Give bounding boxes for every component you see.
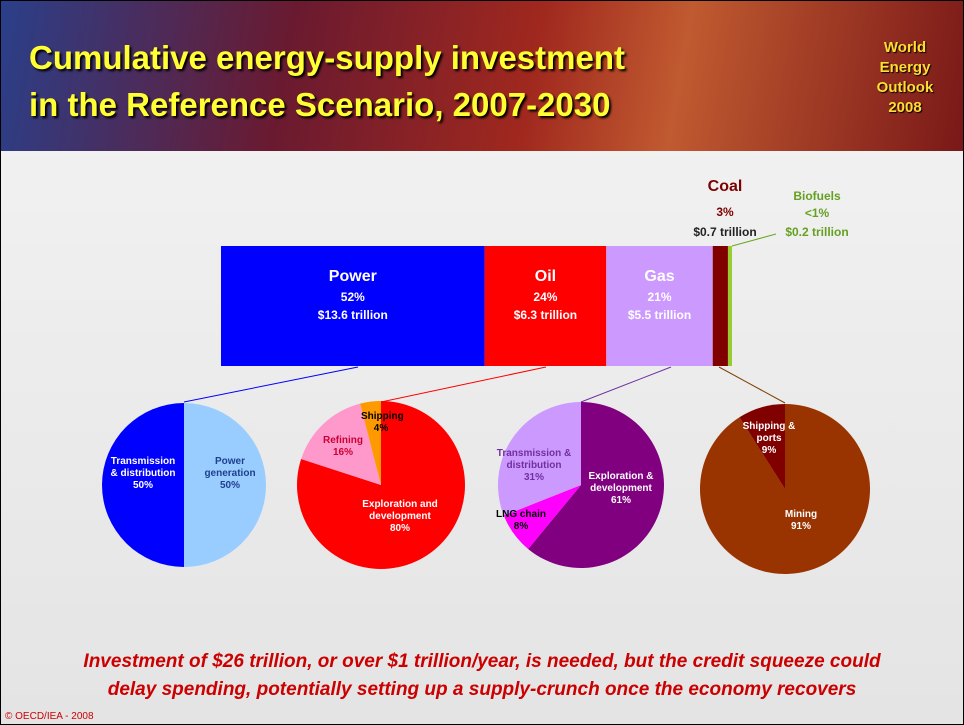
- connector: [380, 366, 547, 403]
- title: in the Reference Scenario, 2007-2030: [29, 86, 611, 123]
- slice-name: Exploration & development: [588, 471, 654, 494]
- slice-label: Shipping 4%: [361, 411, 404, 435]
- slice-value: 8%: [513, 521, 529, 532]
- slice-label: Mining 91%: [771, 509, 831, 533]
- amount-label: $0.2 trillion: [785, 225, 848, 239]
- pie-slice: [528, 402, 665, 568]
- amount-label: $13.6 trillion: [318, 308, 388, 322]
- slice-value: 50%: [132, 480, 153, 491]
- connector: [718, 366, 786, 404]
- pie-slice: [102, 403, 184, 567]
- slice-label: Transmission & distribution 50%: [108, 456, 178, 492]
- logo: World: [883, 39, 927, 56]
- bar-segment: [606, 246, 713, 366]
- slice-value: 31%: [523, 472, 544, 483]
- pie-slice: [184, 403, 266, 567]
- logo: Outlook: [876, 79, 934, 96]
- header: Cumulative energy-supply investment in t…: [1, 1, 963, 151]
- bar-segment: [221, 246, 485, 366]
- slice-value: 16%: [332, 447, 353, 458]
- connector: [731, 233, 777, 247]
- copyright: © OECD/IEA - 2008: [5, 711, 94, 722]
- slice-value: 91%: [790, 521, 811, 532]
- segment-name: Power: [329, 268, 377, 285]
- slice-name: Transmission & distribution: [110, 456, 176, 479]
- slice-name: Refining: [323, 435, 363, 446]
- pie-slice: [360, 401, 381, 485]
- segment-name: Biofuels: [793, 189, 841, 203]
- pie-slice: [503, 485, 581, 549]
- message: Investment of $26 trillion, or over $1 t…: [83, 651, 881, 672]
- slice-name: Exploration and development: [362, 499, 438, 522]
- pie-slice: [739, 404, 785, 489]
- connector: [580, 366, 672, 403]
- slice-value: 9%: [761, 445, 777, 456]
- value-label: 21%: [647, 290, 671, 304]
- slice-value: 4%: [373, 423, 389, 434]
- bar-segment: [484, 246, 607, 366]
- value-label: 52%: [341, 290, 365, 304]
- slice-name: LNG chain: [495, 509, 546, 520]
- slice-label: Transmission & distribution 31%: [494, 448, 574, 484]
- message: delay spending, potentially setting up a…: [107, 679, 857, 700]
- slice-label: LNG chain 8%: [491, 509, 551, 533]
- slice-label: Exploration and development 80%: [345, 499, 455, 535]
- logo: 2008: [888, 99, 922, 116]
- amount-label: $6.3 trillion: [514, 308, 577, 322]
- slice-name: Shipping & ports: [742, 421, 796, 444]
- value-label: 24%: [533, 290, 557, 304]
- logo: Energy: [879, 59, 931, 76]
- bar-segment: [727, 246, 732, 366]
- slice-label: Power generation 50%: [195, 456, 265, 492]
- slice-label: Exploration & development 61%: [581, 471, 661, 507]
- pie-slice: [301, 403, 381, 485]
- slice-label: Shipping & ports 9%: [739, 421, 799, 457]
- bar-segment: [712, 246, 728, 366]
- value-label: 3%: [716, 205, 734, 219]
- segment-name: Gas: [644, 268, 674, 285]
- slice-value: 80%: [389, 523, 410, 534]
- value-label: <1%: [805, 206, 830, 220]
- slice-name: Mining: [784, 509, 818, 520]
- pie-slice: [498, 401, 581, 516]
- connector: [183, 366, 359, 403]
- slice-label: Refining 16%: [318, 435, 368, 459]
- slice-value: 50%: [219, 480, 240, 491]
- slice-value: 61%: [610, 495, 631, 506]
- slice-name: Shipping: [361, 411, 404, 422]
- slice-name: Transmission & distribution: [496, 448, 572, 471]
- pie-slice: [699, 404, 870, 574]
- segment-name: Oil: [535, 268, 556, 285]
- slice-name: Power generation: [204, 456, 256, 479]
- amount-label: $5.5 trillion: [628, 308, 691, 322]
- segment-name: Coal: [708, 178, 743, 195]
- title: Cumulative energy-supply investment: [29, 39, 625, 76]
- amount-label: $0.7 trillion: [693, 225, 756, 239]
